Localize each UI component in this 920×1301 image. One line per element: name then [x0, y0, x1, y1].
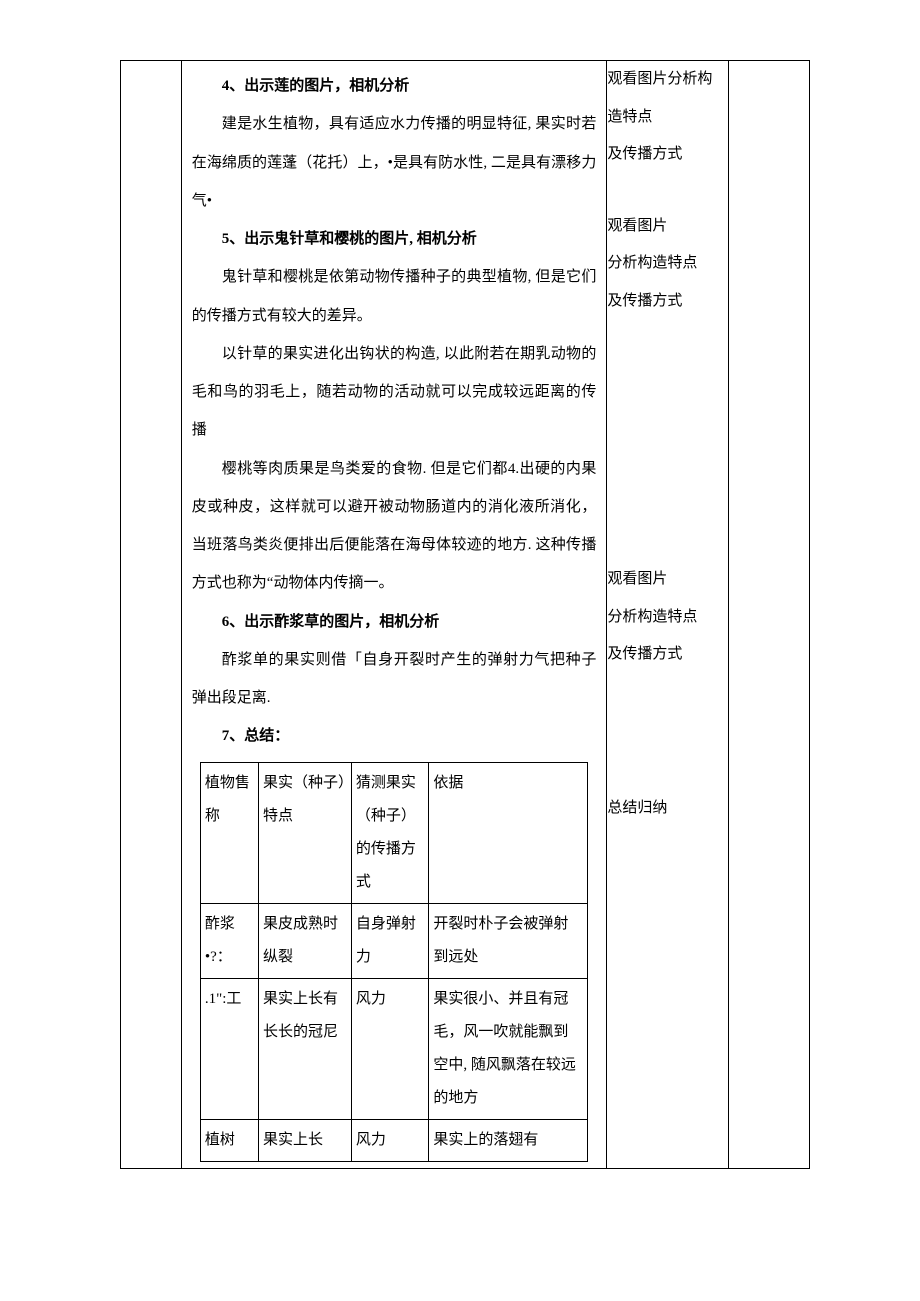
side-notes-cell: 观看图片分析构 造特点 及传播方式 观看图片 分析构造特点 及传播方式 观看图片…: [607, 61, 729, 1169]
table-header-c1: 植物售称: [200, 762, 258, 903]
table-cell: 果实上长: [258, 1119, 351, 1161]
side-note-1: 观看图片分析构 造特点 及传播方式: [607, 61, 728, 174]
side-spacer: [607, 180, 728, 208]
table-cell: 酢浆•?：: [200, 903, 258, 978]
table-cell: 风力: [351, 1119, 428, 1161]
section-6-title-text: 6、出示酢浆草的图片，相机分析: [222, 614, 440, 630]
side-text: 造特点: [607, 99, 728, 137]
main-content-cell: 4、出示莲的图片，相机分析 建是水生植物，具有适应水力传播的明显特征, 果实时若…: [181, 61, 607, 1169]
side-text: 观看图片分析构: [607, 61, 728, 99]
side-note-2: 观看图片 分析构造特点 及传播方式: [607, 208, 728, 321]
side-text: 及传播方式: [607, 283, 728, 321]
lesson-outer-table: 4、出示莲的图片，相机分析 建是水生植物，具有适应水力传播的明显特征, 果实时若…: [120, 60, 810, 1169]
table-header-c3: 猜测果实（种子）的传播方式: [351, 762, 428, 903]
table-header-row: 植物售称 果实（种子）特点 猜测果实（种子）的传播方式 依据: [200, 762, 587, 903]
section-5-body-3: 樱桃等肉质果是鸟类爱的食物. 但是它们都4.出硬的内果皮或种皮，这样就可以避开被…: [192, 450, 597, 603]
right-empty-cell: [728, 61, 809, 1169]
section-5-body-1: 鬼针草和樱桃是依第动物传播种子的典型植物, 但是它们的传播方式有较大的差异。: [192, 258, 597, 335]
section-6-title: 6、出示酢浆草的图片，相机分析: [192, 603, 597, 641]
table-row: 植树 果实上长 风力 果实上的落翅有: [200, 1119, 587, 1161]
table-cell: 开裂时朴子会被弹射到远处: [429, 903, 588, 978]
section-7-title: 7、总结：: [192, 717, 597, 755]
side-text: 分析构造特点: [607, 245, 728, 283]
table-header-c2: 果实（种子）特点: [258, 762, 351, 903]
table-row: .1":工 果实上长有长长的冠尼 风力 果实很小、并且有冠毛，风一吹就能飘到空中…: [200, 978, 587, 1119]
section-6-body: 酢浆单的果实则借「自身开裂时产生的弹射力气把种子弹出段足离.: [192, 641, 597, 718]
section-4-body: 建是水生植物，具有适应水力传播的明显特征, 果实时若在海绵质的莲蓬（花托）上，•…: [192, 105, 597, 220]
table-cell: 植树: [200, 1119, 258, 1161]
left-empty-cell: [121, 61, 182, 1169]
table-cell: 果实上长有长长的冠尼: [258, 978, 351, 1119]
side-note-3: 观看图片 分析构造特点 及传播方式: [607, 561, 728, 674]
side-text: 观看图片: [607, 208, 728, 246]
table-cell: .1":工: [200, 978, 258, 1119]
section-5-title-text: 5、出示鬼针草和樱桃的图片, 相机分析: [222, 231, 477, 247]
section-4-title-text: 4、出示莲的图片，相机分析: [222, 78, 410, 94]
table-cell: 果皮成熟时纵裂: [258, 903, 351, 978]
section-5-title: 5、出示鬼针草和樱桃的图片, 相机分析: [192, 220, 597, 258]
table-header-c4: 依据: [429, 762, 588, 903]
side-text: 分析构造特点: [607, 599, 728, 637]
side-text: 总结归纳: [607, 790, 728, 828]
side-text: 观看图片: [607, 561, 728, 599]
table-cell: 自身弹射力: [351, 903, 428, 978]
side-note-4: 总结归纳: [607, 790, 728, 828]
section-5-body-2: 以针草的果实进化出钩状的构造, 以此附若在期乳动物的毛和鸟的羽毛上，随若动物的活…: [192, 335, 597, 450]
section-4-title: 4、出示莲的图片，相机分析: [192, 67, 597, 105]
table-cell: 风力: [351, 978, 428, 1119]
section-7-title-text: 7、总结：: [222, 728, 290, 744]
table-cell: 果实上的落翅有: [429, 1119, 588, 1161]
main-content-inner: 4、出示莲的图片，相机分析 建是水生植物，具有适应水力传播的明显特征, 果实时若…: [182, 61, 607, 1168]
summary-table: 植物售称 果实（种子）特点 猜测果实（种子）的传播方式 依据 酢浆•?： 果皮成…: [200, 762, 588, 1162]
table-cell: 果实很小、并且有冠毛，风一吹就能飘到空中, 随风飘落在较远的地方: [429, 978, 588, 1119]
table-row: 酢浆•?： 果皮成熟时纵裂 自身弹射力 开裂时朴子会被弹射到远处: [200, 903, 587, 978]
side-text: 及传播方式: [607, 636, 728, 674]
side-text: 及传播方式: [607, 136, 728, 174]
side-spacer: [607, 680, 728, 790]
side-spacer: [607, 326, 728, 561]
